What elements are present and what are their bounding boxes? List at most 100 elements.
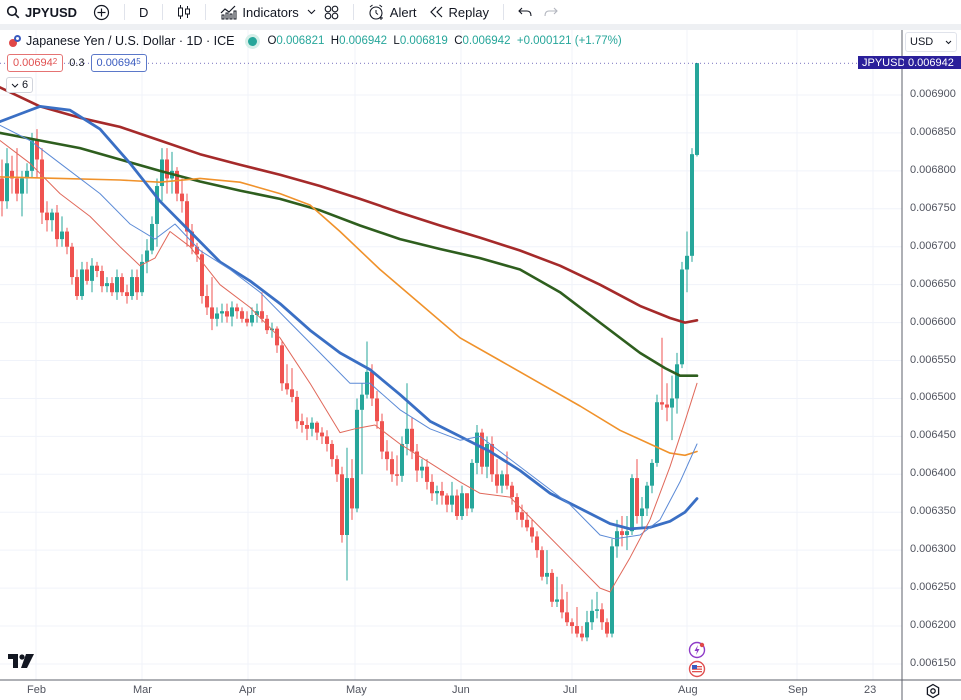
indicators-button[interactable]: Indicators [214,1,304,23]
candle-body [505,474,509,486]
indicators-icon [220,5,237,19]
candle-body [255,311,259,315]
price-tick-label: 0.006850 [910,125,956,138]
candle-body [620,531,624,535]
candle-body [195,246,199,255]
candle-body [330,443,334,460]
candle-body [610,546,614,634]
candle-body [690,154,694,256]
candle-body [280,345,284,384]
price-tick-label: 0.006250 [910,581,956,594]
candle-body [660,402,664,405]
candle-body [90,265,94,281]
alert-button[interactable]: Alert [362,1,423,23]
candle-body [65,231,69,247]
compare-symbol-button[interactable] [87,1,116,23]
candle-body [500,474,504,486]
candle-body [540,550,544,577]
candle-body [260,311,264,319]
candle-body [635,478,639,517]
interval-label: D [139,4,149,20]
moving-average-line [0,140,698,593]
candle-body [40,159,44,213]
candle-body [180,193,184,202]
candle-body [120,277,124,293]
candle-body [235,307,239,312]
candle-body [525,519,529,528]
candle-body [105,283,109,287]
candle-body [565,612,569,623]
interval-button[interactable]: D [133,1,154,23]
candle-body [385,451,389,460]
candle-body [425,466,429,482]
candle-body [5,163,9,202]
candle-body [325,436,329,444]
candle-body [440,490,444,496]
candle-body [405,428,409,444]
moving-average-line [0,124,698,540]
templates-button[interactable] [318,1,345,23]
candle-body [640,508,644,517]
candle-body [135,277,139,293]
price-tick-label: 0.006500 [910,391,956,404]
time-tick-label: Jul [563,684,578,696]
candle-body [450,495,454,505]
us-flag-event-icon[interactable] [688,660,706,683]
candle-body [400,443,404,476]
divider [205,4,207,20]
candle-body [420,466,424,471]
candle-body [380,421,384,452]
candle-body [485,443,489,467]
market-status-indicator[interactable] [248,36,258,46]
candle-body [60,231,64,240]
candle-body [470,462,474,509]
sell-button[interactable]: 0.006942 [7,54,64,72]
symbol-title[interactable]: Japanese Yen / U.S. Dollar · 1D · ICE [26,34,235,48]
currency-pair-icon [9,35,21,47]
candle-body [15,178,19,194]
candle-body [575,626,579,634]
candle-body [250,314,254,323]
candle-body [30,140,34,171]
indicators-collapse-button[interactable]: 6 [6,77,34,93]
symbol-search-button[interactable]: JPYUSD [0,1,83,23]
candle-body [465,493,469,509]
candle-body [350,478,354,509]
indicators-dropdown[interactable] [305,1,318,23]
candles-icon [178,5,191,19]
candle-body [395,474,399,476]
candle-body [20,178,24,194]
candle-body [560,599,564,613]
candle-body [310,422,314,429]
replay-button[interactable]: Replay [423,1,495,23]
candle-body [585,622,589,638]
candle-body [80,269,84,297]
symbol-label: JPYUSD [25,4,78,20]
settings-gear-icon[interactable] [925,683,941,699]
chart-type-button[interactable] [171,1,197,23]
add-symbol-icon [93,4,110,20]
candle-body [355,409,359,509]
candle-body [200,254,204,297]
redo-button[interactable] [538,1,564,23]
candle-body [435,490,439,494]
alert-icon [369,4,383,20]
currency-select[interactable]: USD [905,32,957,52]
ohlc-values: O0.006821 H0.006942 L0.006819 C0.006942 … [267,35,622,47]
candle-body [305,424,309,429]
tradingview-logo[interactable] [8,654,34,668]
candle-body [145,250,149,262]
divider [503,4,504,20]
undo-button[interactable] [512,1,538,23]
candle-body [35,140,39,160]
candle-body [335,459,339,475]
chevron-down-icon [11,83,19,88]
candle-body [545,572,549,577]
toolbar-divider [0,24,961,30]
alert-label: Alert [389,4,417,20]
buy-button[interactable]: 0.006945 [90,54,147,72]
earnings-flash-icon[interactable] [688,641,706,664]
price-tick-label: 0.006400 [910,467,956,480]
time-tick-label: Apr [239,684,257,696]
